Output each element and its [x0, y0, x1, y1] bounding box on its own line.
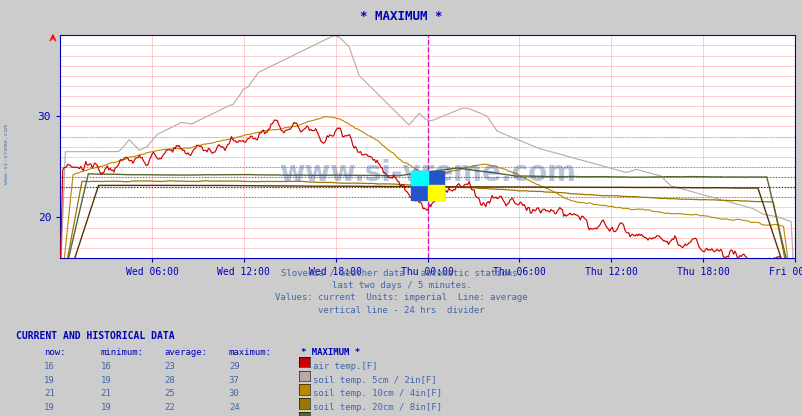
Text: minimum:: minimum: [100, 348, 144, 357]
Text: 37: 37 [229, 376, 239, 385]
Text: last two days / 5 minutes.: last two days / 5 minutes. [331, 281, 471, 290]
Text: 19: 19 [100, 376, 111, 385]
Text: Values: current  Units: imperial  Line: average: Values: current Units: imperial Line: av… [275, 293, 527, 302]
Text: now:: now: [44, 348, 66, 357]
Text: 21: 21 [44, 389, 55, 399]
Text: 25: 25 [164, 389, 175, 399]
Text: 21: 21 [100, 389, 111, 399]
Text: maximum:: maximum: [229, 348, 272, 357]
Text: vertical line - 24 hrs  divider: vertical line - 24 hrs divider [318, 306, 484, 315]
Text: www.si-vreme.com: www.si-vreme.com [279, 159, 575, 187]
Bar [427, 185, 444, 200]
Text: www.si-vreme.com: www.si-vreme.com [4, 124, 9, 184]
Text: 16: 16 [100, 362, 111, 371]
Text: CURRENT AND HISTORICAL DATA: CURRENT AND HISTORICAL DATA [16, 331, 175, 341]
Text: * MAXIMUM *: * MAXIMUM * [301, 348, 360, 357]
Bar [411, 171, 444, 200]
Text: * MAXIMUM *: * MAXIMUM * [360, 10, 442, 23]
Text: air temp.[F]: air temp.[F] [313, 362, 377, 371]
Text: 19: 19 [44, 376, 55, 385]
Text: soil temp. 10cm / 4in[F]: soil temp. 10cm / 4in[F] [313, 389, 442, 399]
Text: 19: 19 [44, 403, 55, 412]
Text: soil temp. 20cm / 8in[F]: soil temp. 20cm / 8in[F] [313, 403, 442, 412]
Text: average:: average: [164, 348, 208, 357]
Text: 23: 23 [164, 362, 175, 371]
Text: 16: 16 [44, 362, 55, 371]
Text: 28: 28 [164, 376, 175, 385]
Text: 22: 22 [164, 403, 175, 412]
Text: 24: 24 [229, 403, 239, 412]
Text: Slovenia / weather data - automatic stations.: Slovenia / weather data - automatic stat… [280, 268, 522, 277]
Text: 29: 29 [229, 362, 239, 371]
Bar [411, 171, 427, 185]
Text: soil temp. 5cm / 2in[F]: soil temp. 5cm / 2in[F] [313, 376, 436, 385]
Text: 30: 30 [229, 389, 239, 399]
Text: 19: 19 [100, 403, 111, 412]
